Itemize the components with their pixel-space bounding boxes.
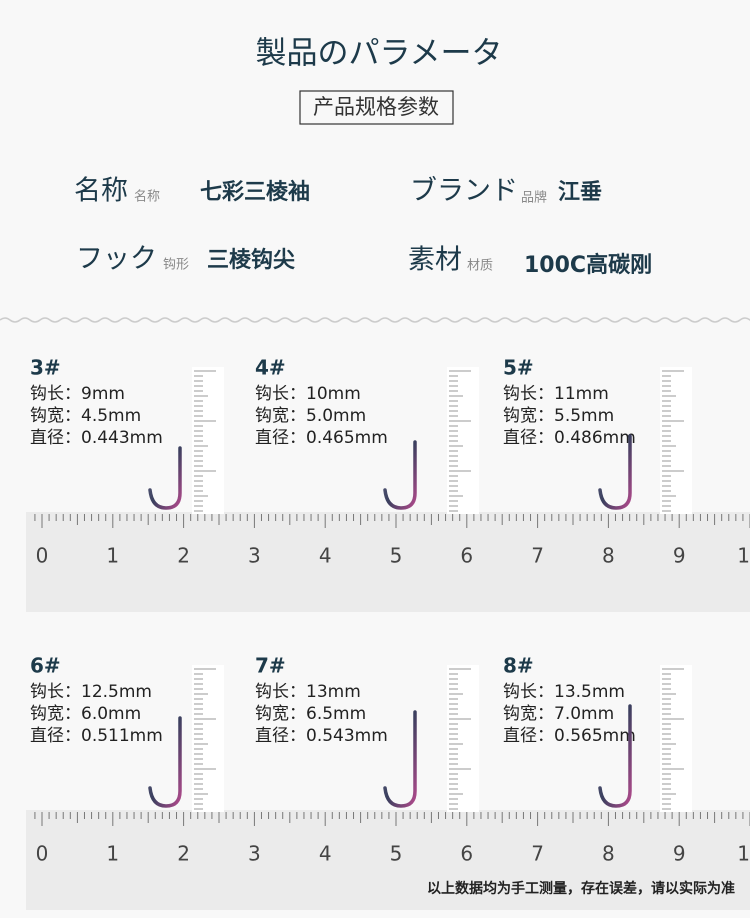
hook-spec: 钩长：13mm [255,682,361,702]
hook-spec: 直径：0.565mm [503,726,636,746]
hook-spec: 直径：0.465mm [255,428,388,448]
spec-value: 三棱钩尖 [207,247,295,273]
hook-spec: 直径：0.443mm [30,428,163,448]
hook-image [383,440,417,510]
spec-label: フック [76,244,157,275]
ruler-label: 10 [737,544,750,568]
spec-label: 素材 [408,245,462,276]
ruler-band [26,810,750,910]
hook-size: 3# [30,356,61,380]
note: 以上数据均为手工测量，存在误差，请以实际为准 [427,880,735,897]
ruler-label: 4 [319,544,332,568]
title: 製品のパラメータ [255,36,502,72]
ruler-label: 9 [673,544,686,568]
spec-sublabel: 材质 [467,259,493,274]
ruler-label: 1 [106,544,119,568]
ruler-label: 3 [248,842,261,866]
ruler-label: 10 [737,842,750,866]
hook-image [598,704,632,808]
hook-spec: 钩长：12.5mm [30,682,152,702]
hook-spec: 钩长：10mm [255,384,361,404]
hook-image [148,716,182,808]
hook-spec: 直径：0.486mm [503,428,636,448]
ruler-label: 9 [673,842,686,866]
hook-image [383,710,417,808]
ruler-label: 8 [602,544,615,568]
hook-spec: 钩宽：7.0mm [503,704,614,724]
hook-size: 5# [503,356,534,380]
hook-size: 6# [30,654,61,678]
spec-sublabel: 钩形 [163,258,189,273]
ruler-label: 0 [36,842,49,866]
hook-image [148,446,182,510]
spec-value: 江垂 [558,180,602,205]
ruler-label: 2 [177,544,190,568]
hook-spec: 钩宽：5.0mm [255,406,366,426]
ruler-label: 5 [390,842,403,866]
ruler-label: 4 [319,842,332,866]
spec-sublabel: 名称 [134,189,160,205]
hook-spec: 直径：0.543mm [255,726,388,746]
ruler-label: 1 [106,842,119,866]
hook-spec: 钩宽：5.5mm [503,406,614,426]
ruler-band [26,512,750,612]
hook-spec: 直径：0.511mm [30,726,163,746]
ruler-label: 2 [177,842,190,866]
ruler-label: 0 [36,544,49,568]
spec-label: ブランド [410,176,518,207]
hook-spec: 钩长：13.5mm [503,682,625,702]
hook-size: 4# [255,356,286,380]
wave-divider [0,317,750,323]
hook-spec: 钩长：11mm [503,384,609,404]
hook-spec: 钩宽：6.0mm [30,704,141,724]
hook-image [598,434,632,510]
spec-sublabel: 品牌 [521,190,547,206]
spec-value: 100C高碳刚 [524,252,652,278]
subtitle-box [299,90,454,125]
ruler-label: 5 [390,544,403,568]
ruler-label: 3 [248,544,261,568]
hook-spec: 钩宽：4.5mm [30,406,141,426]
ruler-label: 8 [602,842,615,866]
ruler-label: 7 [531,842,544,866]
hook-spec: 钩宽：6.5mm [255,704,366,724]
spec-label: 名称 [74,176,128,207]
hook-size: 8# [503,654,534,678]
ruler-label: 6 [460,544,473,568]
ruler-label: 7 [531,544,544,568]
ruler-label: 6 [460,842,473,866]
hook-size: 7# [255,654,286,678]
hook-spec: 钩长：9mm [30,384,125,404]
subtitle: 产品规格参数 [313,95,439,119]
spec-value: 七彩三棱袖 [200,179,310,205]
